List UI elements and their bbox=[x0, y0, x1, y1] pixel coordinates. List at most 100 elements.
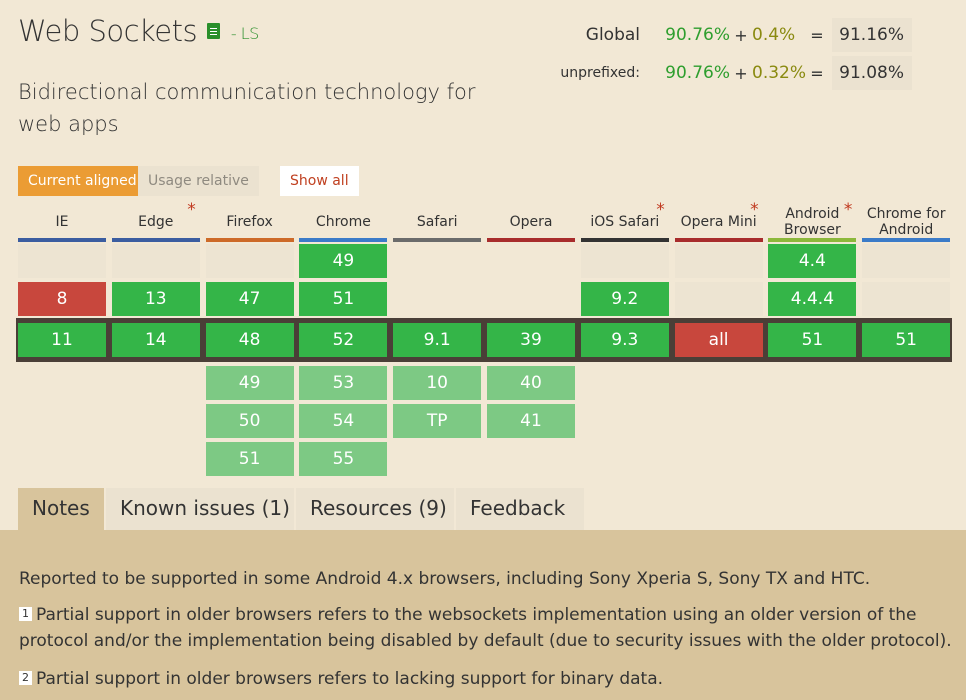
note-text: Partial support in older browsers refers… bbox=[36, 669, 664, 689]
empty-cell[interactable] bbox=[18, 244, 106, 278]
browser-header-ios-safari: iOS Safari * bbox=[580, 200, 669, 242]
feature-title-text: Web Sockets bbox=[18, 14, 198, 48]
browser-color-bar bbox=[18, 238, 106, 242]
version-cell-firefox-49[interactable]: 49 bbox=[205, 366, 294, 400]
version-cell-safari-10[interactable]: 10 bbox=[393, 366, 482, 400]
asterisk-icon: * bbox=[187, 200, 196, 220]
tab-notes[interactable]: Notes bbox=[18, 488, 104, 530]
empty-cell[interactable] bbox=[862, 244, 951, 278]
note-2: 2 Partial support in older browsers refer… bbox=[19, 666, 959, 692]
version-cell-chrome-55[interactable]: 55 bbox=[299, 442, 388, 476]
browser-name: Chrome bbox=[315, 214, 371, 230]
version-cell-edge-current[interactable]: 14 bbox=[111, 323, 200, 357]
empty-cell[interactable] bbox=[862, 282, 951, 316]
version-cell-ios-safari-9-2[interactable]: 9.2 bbox=[580, 282, 669, 316]
equals-sign: = bbox=[810, 25, 824, 45]
empty-cell[interactable] bbox=[111, 244, 200, 278]
browser-name: Chrome for Android bbox=[866, 206, 946, 238]
empty-cell[interactable] bbox=[674, 282, 763, 316]
version-cell-opera-mini-current[interactable]: all bbox=[674, 323, 763, 357]
usage-global-label: Global bbox=[585, 25, 640, 45]
browser-name: Android Browser bbox=[784, 206, 841, 238]
document-icon[interactable] bbox=[207, 23, 221, 39]
browser-header-firefox: Firefox bbox=[205, 202, 294, 242]
version-cell-safari-tp[interactable]: TP bbox=[393, 404, 482, 438]
version-cell-chrome-for-android-current[interactable]: 51 bbox=[862, 323, 951, 357]
browser-color-bar bbox=[299, 238, 388, 242]
browser-color-bar bbox=[674, 238, 763, 242]
browser-name: iOS Safari bbox=[590, 214, 660, 230]
tab-resources[interactable]: Resources (9) bbox=[296, 488, 454, 530]
version-cell-ie-current[interactable]: 11 bbox=[18, 323, 106, 357]
current-aligned-button[interactable]: Current aligned bbox=[18, 166, 147, 196]
equals-sign: = bbox=[810, 63, 824, 83]
empty-cell[interactable] bbox=[674, 244, 763, 278]
empty-cell[interactable] bbox=[205, 244, 294, 278]
empty-cell[interactable] bbox=[580, 244, 669, 278]
browser-name: IE bbox=[55, 214, 69, 230]
feature-title: Web Sockets - LS bbox=[18, 14, 259, 48]
browser-name: Opera bbox=[509, 214, 553, 230]
version-cell-android-browser-current[interactable]: 51 bbox=[768, 323, 857, 357]
version-cell-android-browser-4-4-4[interactable]: 4.4.4 bbox=[768, 282, 857, 316]
browser-color-bar bbox=[205, 238, 294, 242]
note-general: Reported to be supported in some Android… bbox=[19, 569, 871, 589]
browser-header-ie: IE bbox=[18, 202, 106, 242]
note-1: 1 Partial support in older browsers refer… bbox=[19, 602, 959, 654]
usage-global-row: Global 90.76% + 0.4% = 91.16% bbox=[530, 18, 912, 52]
show-all-button[interactable]: Show all bbox=[280, 166, 359, 196]
version-cell-chrome-current[interactable]: 52 bbox=[299, 323, 388, 357]
browser-name: Edge bbox=[138, 214, 174, 230]
version-cell-chrome-49[interactable]: 49 bbox=[299, 244, 388, 278]
version-cell-firefox-47[interactable]: 47 bbox=[205, 282, 294, 316]
version-cell-opera-41[interactable]: 41 bbox=[487, 404, 575, 438]
browser-header-edge: Edge * bbox=[111, 200, 200, 242]
browser-header-opera: Opera bbox=[487, 202, 575, 242]
browser-color-bar bbox=[111, 238, 200, 242]
version-cell-firefox-current[interactable]: 48 bbox=[205, 323, 294, 357]
asterisk-icon: * bbox=[843, 200, 853, 220]
asterisk-icon: * bbox=[750, 200, 759, 220]
note-text: Partial support in older browsers refers… bbox=[19, 605, 952, 651]
note-number: 1 bbox=[19, 607, 32, 621]
asterisk-icon: * bbox=[656, 200, 665, 220]
version-cell-firefox-50[interactable]: 50 bbox=[205, 404, 294, 438]
browser-name: Opera Mini bbox=[680, 214, 757, 230]
browser-header-opera-mini: Opera Mini * bbox=[674, 200, 763, 242]
plus-sign: + bbox=[734, 63, 748, 83]
usage-unprefixed-supported: 90.76% bbox=[665, 63, 730, 83]
version-cell-firefox-51[interactable]: 51 bbox=[205, 442, 294, 476]
browser-color-bar bbox=[393, 238, 482, 242]
usage-global-partial: 0.4% bbox=[752, 25, 796, 45]
usage-global-supported: 90.76% bbox=[665, 25, 730, 45]
browser-color-bar bbox=[580, 238, 669, 242]
plus-sign: + bbox=[734, 25, 748, 45]
usage-relative-button[interactable]: Usage relative bbox=[138, 166, 259, 196]
browser-name: Firefox bbox=[226, 214, 273, 230]
tab-known-issues[interactable]: Known issues (1) bbox=[106, 488, 294, 530]
version-cell-opera-40[interactable]: 40 bbox=[487, 366, 575, 400]
tab-feedback[interactable]: Feedback bbox=[456, 488, 584, 530]
version-cell-opera-current[interactable]: 39 bbox=[487, 323, 575, 357]
usage-unprefixed-total: 91.08% bbox=[832, 56, 912, 90]
spec-status[interactable]: - LS bbox=[230, 23, 259, 43]
usage-unprefixed-label: unprefixed: bbox=[560, 65, 640, 81]
browser-header-android-browser: Android Browser * bbox=[768, 200, 857, 242]
browser-name: Safari bbox=[416, 214, 458, 230]
browser-color-bar bbox=[862, 238, 951, 242]
browser-header-safari: Safari bbox=[393, 202, 482, 242]
version-cell-edge-13[interactable]: 13 bbox=[111, 282, 200, 316]
browser-color-bar bbox=[768, 238, 857, 242]
version-cell-ie-8[interactable]: 8 bbox=[18, 282, 106, 316]
note-number: 2 bbox=[19, 671, 32, 685]
version-cell-safari-current[interactable]: 9.1 bbox=[393, 323, 482, 357]
usage-unprefixed-partial: 0.32% bbox=[752, 63, 807, 83]
version-cell-chrome-54[interactable]: 54 bbox=[299, 404, 388, 438]
version-cell-chrome-51[interactable]: 51 bbox=[299, 282, 388, 316]
version-cell-chrome-53[interactable]: 53 bbox=[299, 366, 388, 400]
browser-header-chrome-for-android: Chrome for Android bbox=[862, 202, 951, 242]
usage-unprefixed-row: unprefixed: 90.76% + 0.32% = 91.08% bbox=[530, 56, 912, 90]
version-cell-ios-safari-current[interactable]: 9.3 bbox=[580, 323, 669, 357]
version-cell-android-browser-4-4[interactable]: 4.4 bbox=[768, 244, 857, 278]
browser-header-chrome: Chrome bbox=[299, 202, 388, 242]
